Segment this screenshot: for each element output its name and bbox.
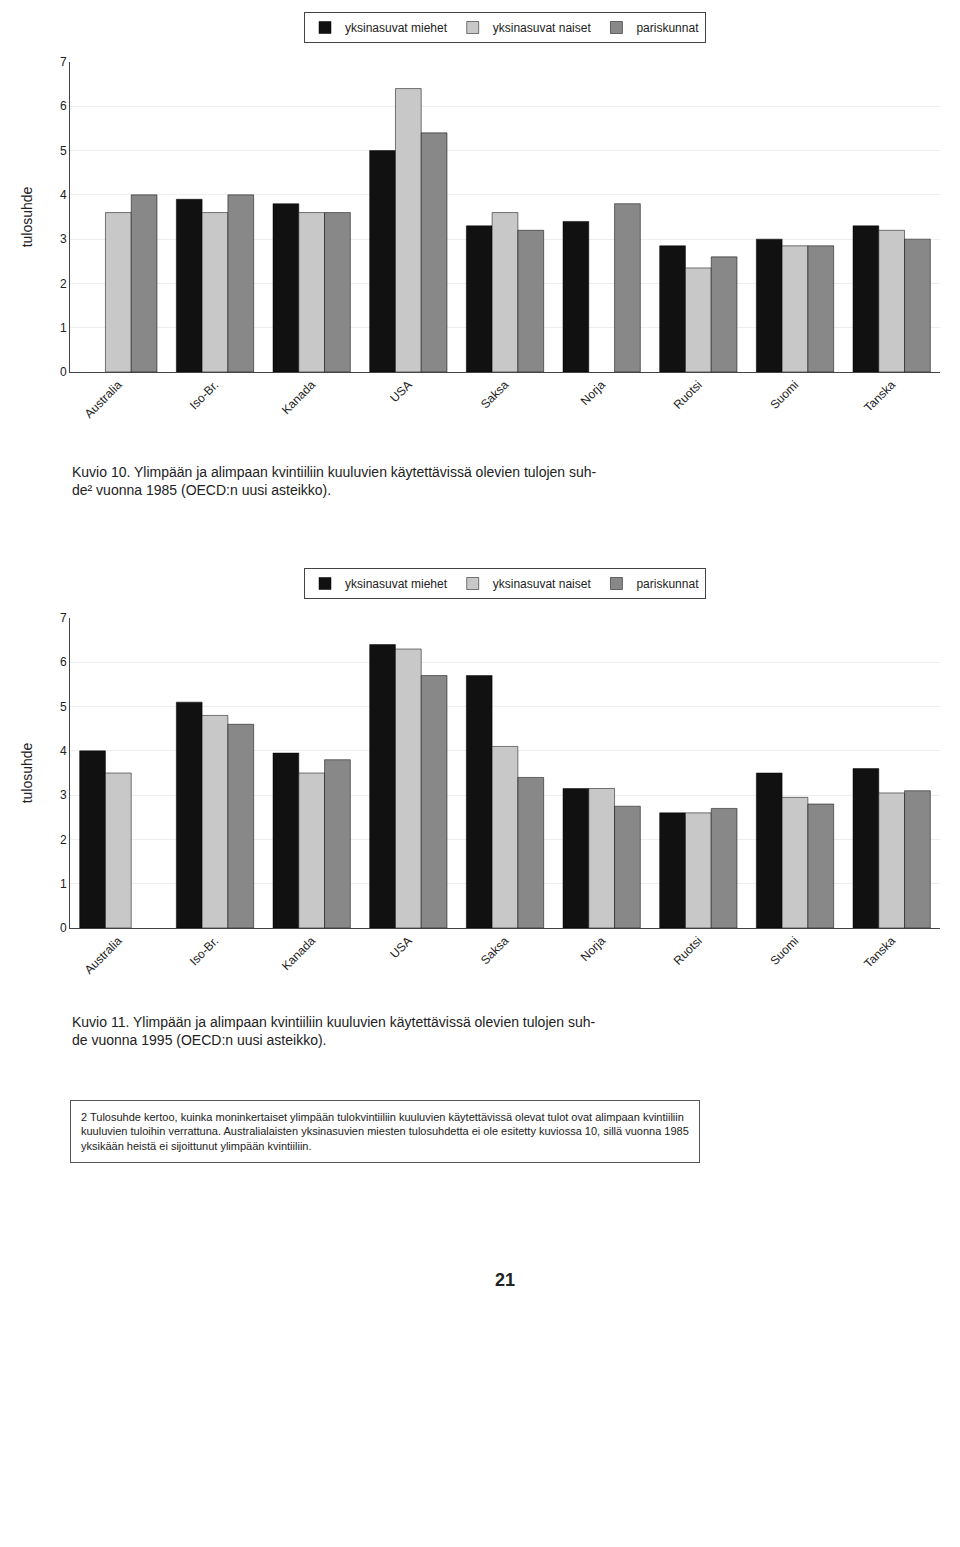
- svg-text:Iso-Br.: Iso-Br.: [187, 378, 221, 412]
- svg-text:Ruotsi: Ruotsi: [671, 378, 705, 412]
- svg-text:pariskunnat: pariskunnat: [636, 21, 699, 35]
- svg-text:5: 5: [60, 700, 67, 714]
- svg-text:5: 5: [60, 144, 67, 158]
- svg-text:2 Tulosuhde kertoo, kuinka mon: 2 Tulosuhde kertoo, kuinka moninkertaise…: [81, 1111, 689, 1152]
- svg-text:Australia: Australia: [82, 378, 125, 421]
- svg-text:7: 7: [60, 611, 67, 625]
- svg-text:tulosuhde: tulosuhde: [19, 186, 35, 247]
- svg-text:yksinasuvat miehet: yksinasuvat miehet: [345, 21, 448, 35]
- svg-text:1: 1: [60, 877, 67, 891]
- svg-text:3: 3: [60, 232, 67, 246]
- svg-text:Kanada: Kanada: [279, 378, 318, 417]
- svg-text:Kanada: Kanada: [279, 934, 318, 973]
- svg-text:Norja: Norja: [578, 934, 608, 964]
- svg-text:4: 4: [60, 744, 67, 758]
- svg-text:21: 21: [495, 1270, 515, 1290]
- svg-text:2: 2: [60, 833, 67, 847]
- svg-text:USA: USA: [387, 378, 414, 405]
- svg-text:Australia: Australia: [82, 934, 125, 977]
- svg-text:yksinasuvat miehet: yksinasuvat miehet: [345, 577, 448, 591]
- svg-text:7: 7: [60, 55, 67, 69]
- svg-text:4: 4: [60, 188, 67, 202]
- svg-text:Norja: Norja: [578, 378, 608, 408]
- svg-text:Kuvio 11. Ylimpään ja alimpaan: Kuvio 11. Ylimpään ja alimpaan kvintiili…: [72, 1014, 596, 1048]
- svg-text:USA: USA: [387, 934, 414, 961]
- svg-text:yksinasuvat naiset: yksinasuvat naiset: [493, 577, 592, 591]
- svg-text:6: 6: [60, 655, 67, 669]
- svg-text:0: 0: [60, 921, 67, 935]
- svg-text:tulosuhde: tulosuhde: [19, 742, 35, 803]
- svg-text:2: 2: [60, 277, 67, 291]
- svg-text:Ruotsi: Ruotsi: [671, 934, 705, 968]
- svg-text:Kuvio 10. Ylimpään ja alimpaan: Kuvio 10. Ylimpään ja alimpaan kvintiili…: [72, 464, 597, 498]
- svg-text:6: 6: [60, 99, 67, 113]
- svg-text:Tanska: Tanska: [861, 934, 898, 971]
- svg-text:Iso-Br.: Iso-Br.: [187, 934, 221, 968]
- svg-text:Saksa: Saksa: [478, 934, 512, 968]
- svg-text:yksinasuvat naiset: yksinasuvat naiset: [493, 21, 592, 35]
- svg-text:3: 3: [60, 788, 67, 802]
- svg-text:0: 0: [60, 365, 67, 379]
- svg-text:Suomi: Suomi: [767, 934, 801, 968]
- svg-text:Suomi: Suomi: [767, 378, 801, 412]
- svg-text:1: 1: [60, 321, 67, 335]
- svg-text:Tanska: Tanska: [861, 378, 898, 415]
- svg-text:pariskunnat: pariskunnat: [636, 577, 699, 591]
- svg-text:Saksa: Saksa: [478, 378, 512, 412]
